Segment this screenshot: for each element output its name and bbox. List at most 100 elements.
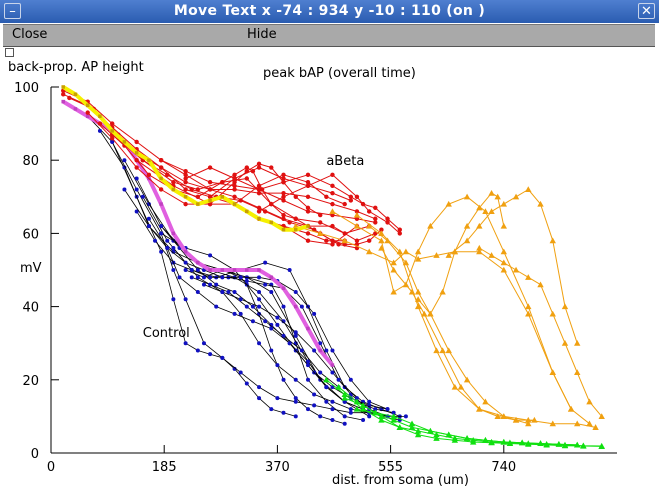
data-point bbox=[238, 311, 243, 316]
data-point bbox=[385, 216, 390, 221]
data-point bbox=[299, 348, 304, 353]
data-point bbox=[158, 187, 164, 192]
data-point bbox=[414, 288, 422, 295]
series-line-abeta_orange bbox=[380, 247, 535, 421]
data-point bbox=[201, 275, 206, 280]
data-point bbox=[427, 427, 434, 434]
data-point bbox=[580, 442, 587, 449]
data-point bbox=[324, 194, 329, 199]
data-point bbox=[354, 238, 360, 243]
data-point bbox=[372, 409, 379, 416]
window-menu-icon[interactable]: – bbox=[4, 3, 21, 19]
data-point bbox=[543, 441, 550, 448]
data-point bbox=[256, 161, 262, 167]
toggle-checkbox[interactable] bbox=[5, 48, 14, 57]
data-point bbox=[281, 190, 286, 196]
data-point bbox=[305, 172, 311, 178]
series-line-abeta_red bbox=[160, 159, 376, 223]
data-point bbox=[549, 420, 556, 427]
data-point bbox=[183, 168, 188, 174]
series-layer bbox=[61, 85, 605, 449]
data-point bbox=[414, 255, 422, 262]
data-point bbox=[183, 341, 188, 346]
data-point bbox=[451, 248, 459, 255]
data-point bbox=[287, 220, 292, 225]
data-point bbox=[403, 414, 408, 419]
data-point bbox=[207, 179, 213, 185]
data-point bbox=[433, 252, 440, 258]
data-point bbox=[195, 268, 200, 272]
data-point bbox=[232, 183, 237, 189]
data-point bbox=[427, 222, 434, 229]
data-point bbox=[183, 268, 188, 272]
data-point bbox=[324, 348, 329, 353]
data-point bbox=[146, 216, 151, 221]
x-tick-label: 740 bbox=[491, 460, 516, 475]
data-point bbox=[110, 129, 114, 133]
data-point bbox=[256, 187, 262, 192]
data-point bbox=[378, 244, 385, 251]
data-point bbox=[262, 209, 268, 214]
data-point bbox=[537, 200, 544, 207]
data-point bbox=[232, 176, 237, 181]
hide-menu-item[interactable]: Hide bbox=[247, 27, 277, 42]
data-point bbox=[373, 216, 378, 221]
data-point bbox=[586, 420, 593, 427]
data-point bbox=[385, 220, 390, 225]
data-point bbox=[244, 304, 249, 309]
data-point bbox=[207, 165, 213, 170]
series-line-control_blue bbox=[87, 116, 296, 417]
data-point bbox=[506, 440, 514, 447]
data-point bbox=[165, 172, 170, 178]
plot-area[interactable] bbox=[3, 47, 655, 491]
data-point bbox=[232, 366, 237, 371]
data-point bbox=[353, 211, 361, 218]
data-point bbox=[305, 209, 311, 214]
data-point bbox=[488, 252, 495, 258]
data-point bbox=[318, 341, 323, 346]
data-point bbox=[414, 296, 422, 302]
data-point bbox=[390, 288, 397, 295]
data-point bbox=[330, 201, 335, 207]
data-point bbox=[488, 208, 495, 214]
data-point bbox=[342, 399, 347, 404]
data-point bbox=[208, 282, 213, 287]
data-point bbox=[390, 266, 397, 273]
data-point bbox=[281, 212, 286, 218]
data-point bbox=[281, 179, 286, 185]
y-axis-title: back-prop. AP height bbox=[8, 60, 144, 75]
title-bar[interactable]: – Move Text x -74 : 934 y -10 : 110 (on … bbox=[0, 0, 659, 23]
x-tick-label: 555 bbox=[378, 460, 403, 475]
data-point bbox=[305, 179, 311, 185]
menu-bar: Close Hide bbox=[3, 24, 655, 47]
close-menu-item[interactable]: Close bbox=[12, 27, 48, 42]
data-point bbox=[183, 172, 188, 178]
data-point bbox=[555, 441, 563, 447]
close-window-icon[interactable]: ✕ bbox=[638, 3, 655, 19]
data-point bbox=[365, 248, 373, 255]
data-point bbox=[512, 193, 520, 200]
labels-layer: aBeta Control bbox=[143, 154, 365, 341]
data-point bbox=[244, 176, 250, 181]
data-point bbox=[67, 95, 72, 101]
data-point bbox=[312, 403, 317, 408]
series-line-abeta_red bbox=[87, 112, 358, 245]
data-point bbox=[598, 413, 605, 419]
data-point bbox=[305, 183, 311, 189]
data-point bbox=[531, 416, 538, 423]
data-point bbox=[353, 222, 361, 229]
y-axis-unit: mV bbox=[20, 261, 42, 276]
data-point bbox=[207, 201, 213, 207]
data-point bbox=[183, 201, 188, 207]
data-point bbox=[293, 304, 298, 309]
data-point bbox=[414, 427, 422, 434]
data-point bbox=[463, 237, 471, 244]
data-point bbox=[378, 416, 385, 423]
data-point bbox=[299, 304, 304, 309]
data-point bbox=[220, 268, 225, 272]
data-point bbox=[293, 396, 298, 401]
data-point bbox=[329, 208, 336, 214]
data-point bbox=[549, 237, 556, 244]
series-line-control_mean bbox=[62, 99, 335, 367]
data-point bbox=[402, 248, 410, 255]
